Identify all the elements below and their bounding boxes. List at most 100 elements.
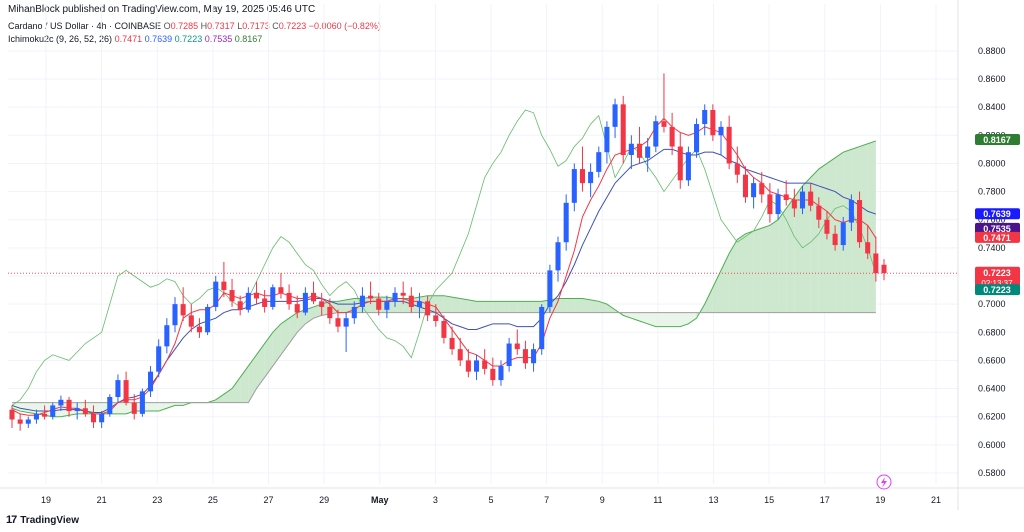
- cloud-segment: [794, 185, 803, 313]
- candle-body: [302, 292, 308, 313]
- cloud-segment: [36, 402, 45, 416]
- cloud-segment: [256, 343, 265, 389]
- cloud-segment: [688, 312, 697, 324]
- candle-body: [522, 349, 528, 364]
- cloud-segment: [826, 157, 836, 313]
- candle-body: [107, 396, 113, 414]
- cloud-segment: [452, 297, 461, 313]
- candle-body: [579, 169, 585, 184]
- legend-high-label: H: [200, 21, 208, 31]
- candle-body: [82, 408, 88, 414]
- candle-body: [514, 343, 520, 350]
- legend-symbol-row: Cardano / US Dollar · 4h · COINBASE O0.7…: [8, 20, 381, 33]
- candle-body: [547, 270, 553, 307]
- candle-body: [278, 287, 284, 293]
- legend-low: 0.7173: [242, 21, 270, 31]
- candle-body: [645, 146, 651, 158]
- senkou-span-a-line: [11, 140, 877, 418]
- cloud-segment: [313, 304, 322, 319]
- candle-body: [742, 174, 748, 198]
- cloud-segment: [248, 354, 257, 403]
- cloud-segment: [232, 377, 241, 403]
- price-tag: [975, 284, 1020, 296]
- ichimoku-cloud: [12, 140, 876, 417]
- candle-body: [164, 325, 170, 347]
- legend-indicator-name: Ichimoku2c (9, 26, 52, 26): [8, 34, 113, 44]
- price-tag-label: 0.7223: [983, 285, 1011, 295]
- candle-body: [881, 264, 887, 274]
- x-tick-label: May: [371, 495, 389, 505]
- tradingview-logo-icon: 17: [6, 514, 17, 526]
- legend-close: 0.7223: [278, 21, 307, 31]
- candle-body: [156, 346, 162, 372]
- candle-body: [17, 419, 23, 424]
- publisher-line: MihanBlock published on TradingView.com,…: [8, 4, 316, 15]
- candle-body: [123, 380, 129, 403]
- price-tag: [975, 222, 1020, 234]
- candle-body: [791, 200, 797, 209]
- candle-body: [425, 301, 431, 316]
- cloud-segment: [843, 149, 852, 313]
- y-tick-label: 0.7000: [978, 299, 1006, 309]
- candle-body: [767, 194, 773, 215]
- cloud-segment: [835, 152, 844, 313]
- candle-body: [783, 194, 789, 201]
- cloud-segment: [395, 298, 404, 313]
- x-tick-label: 5: [488, 495, 493, 505]
- candle-body: [148, 371, 154, 392]
- time-axis: 19 21 23 25 27 29 May 3 5 7 9 11 13 15 17 19 21: [0, 487, 1024, 505]
- cloud-segment: [639, 312, 648, 324]
- candle-body: [726, 126, 732, 164]
- lightning-icon: [881, 477, 887, 488]
- cloud-segment: [272, 323, 281, 367]
- indicator-value-conversion: 0.7471: [114, 34, 143, 44]
- x-tick-label: 21: [931, 495, 941, 505]
- price-tag-label: 0.7639: [983, 209, 1011, 219]
- x-tick-label: 25: [208, 495, 218, 505]
- indicator-value-span-a: 0.7535: [204, 34, 233, 44]
- candle-body: [596, 152, 602, 172]
- candle-body: [221, 281, 227, 291]
- candle-body: [205, 306, 211, 333]
- candle-body: [808, 191, 814, 206]
- footer-brand[interactable]: 17 TradingView: [6, 514, 79, 526]
- y-tick-label: 0.6600: [978, 355, 1006, 365]
- price-tag: [975, 266, 1020, 289]
- x-tick-label: 23: [152, 495, 162, 505]
- price-tag: [975, 133, 1020, 145]
- cloud-segment: [786, 197, 795, 313]
- price-tag-label: 0.7223: [983, 268, 1011, 278]
- cloud-segment: [590, 299, 599, 313]
- cloud-segment: [712, 270, 722, 313]
- cloud-segment: [655, 312, 664, 327]
- candle-body: [669, 126, 675, 147]
- y-tick-label: 0.6800: [978, 327, 1006, 337]
- cloud-segment: [558, 298, 567, 313]
- cloud-segment: [484, 301, 493, 313]
- candle-body: [628, 143, 634, 155]
- cloud-segment: [500, 301, 510, 313]
- candle-body: [416, 301, 423, 307]
- legend-low-label: L: [237, 21, 243, 31]
- candle-body: [196, 326, 202, 333]
- lightning-marker: [876, 474, 892, 490]
- cloud-segment: [517, 301, 526, 313]
- y-tick-label: 0.8600: [978, 74, 1006, 84]
- x-tick-label: 15: [764, 495, 774, 505]
- cloud-segment: [223, 388, 233, 403]
- candle-body: [816, 205, 822, 220]
- candle-body: [555, 242, 561, 271]
- cloud-segment: [264, 332, 273, 378]
- cloud-segment: [647, 312, 656, 327]
- candle-body: [865, 242, 871, 254]
- candle-body: [335, 318, 341, 327]
- cloud-segment: [663, 312, 673, 327]
- candle-body: [588, 171, 594, 184]
- cloud-segment: [851, 146, 860, 313]
- footer-brand-label: TradingView: [20, 514, 79, 526]
- candle-body: [571, 169, 577, 203]
- cloud-segment: [566, 298, 575, 313]
- candle-body: [759, 183, 765, 195]
- cloud-segment: [606, 304, 616, 313]
